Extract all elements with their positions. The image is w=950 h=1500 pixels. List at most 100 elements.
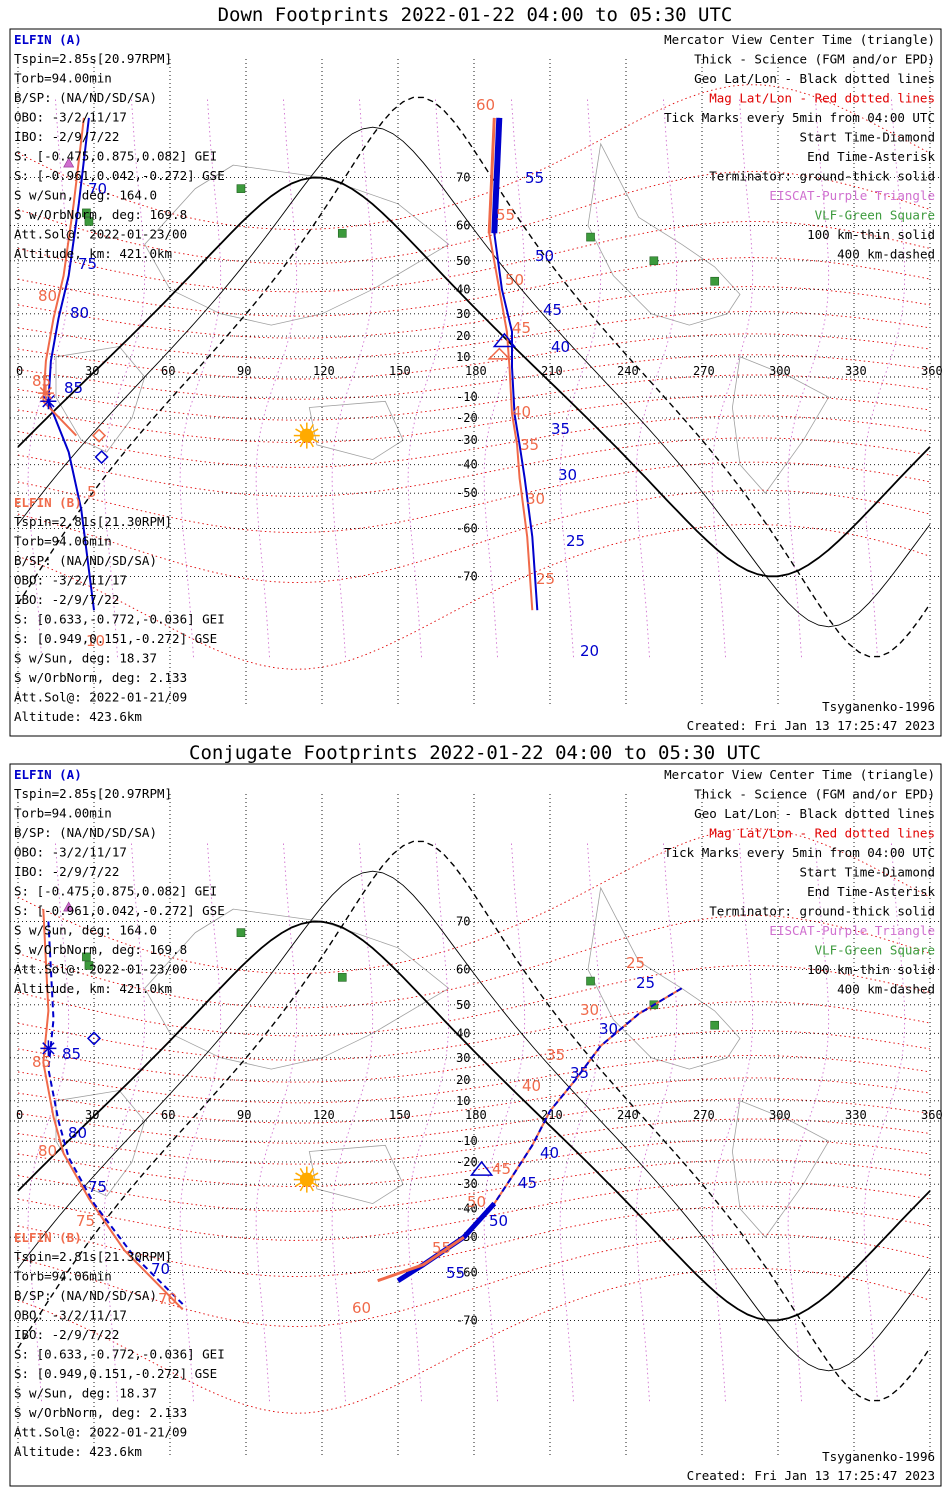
elfin-a-info-line: S: [-0.475,0.875,0.082] GEI	[14, 149, 217, 164]
elfin-b-tick-label: 75	[76, 1212, 95, 1230]
elfin-a-info-line: OBO: -3/2/11/17	[14, 110, 127, 125]
vlf-site-square	[236, 184, 246, 193]
elfin-b-tick-label: 50	[505, 271, 524, 289]
elfin-a-tick-label: 40	[551, 338, 570, 356]
elfin-a-track	[493, 117, 539, 611]
mag-lon-line	[711, 96, 754, 658]
elfin-a-tick-label: 85	[62, 1045, 81, 1063]
elfin-b-tick-label: 10	[86, 632, 105, 650]
elfin-a-tick-label: 35	[570, 1064, 589, 1082]
elfin-a-info-line: Altitude, km: 421.0km	[14, 981, 172, 996]
y-tick-label: -40	[456, 1202, 478, 1216]
legend-line: EISCAT-Purple Triangle	[769, 188, 935, 203]
legend-line: Mag Lat/Lon - Red dotted lines	[709, 91, 935, 106]
x-tick-label: 60	[161, 364, 175, 378]
legend-line: VLF-Green Square	[815, 208, 935, 223]
elfin-a-center-triangle	[469, 1160, 494, 1176]
elfin-a-track-west	[47, 921, 184, 1305]
mag-lon-line	[255, 840, 298, 1402]
elfin-a-info-line: S w/OrbNorm, deg: 169.8	[14, 207, 187, 222]
coastline	[587, 142, 741, 326]
x-tick-label: 360	[921, 364, 943, 378]
mag-lon-line	[711, 840, 754, 1402]
elfin-b-tick-label: 30	[526, 490, 545, 508]
elfin-b-info-line: S w/OrbNorm, deg: 2.133	[14, 1405, 187, 1420]
coastline	[731, 1100, 830, 1238]
x-tick-label: 150	[389, 364, 411, 378]
mag-lat-line	[17, 1118, 931, 1165]
mag-lon-line	[787, 840, 830, 1402]
x-tick-label: 270	[693, 1108, 715, 1122]
eiscat-triangle	[63, 157, 75, 168]
sun-disk	[299, 1172, 314, 1187]
coastline	[587, 886, 741, 1070]
y-tick-label: -10	[456, 1134, 478, 1148]
elfin-b-info-line: Torb=94.06min	[14, 1269, 112, 1284]
coastline	[308, 1144, 404, 1205]
terminator-400km	[17, 96, 931, 658]
mag-lon-line	[407, 840, 450, 1402]
elfin-a-end-asterisk	[40, 1040, 57, 1057]
mag-lat-line	[17, 1233, 931, 1327]
elfin-b-info-line: B/SP: (NA/ND/SD/SA)	[14, 553, 157, 568]
elfin-a-info-line: Altitude, km: 421.0km	[14, 246, 172, 261]
x-tick-label: 300	[769, 1108, 791, 1122]
elfin-b-info-line: OBO: -3/2/11/17	[14, 573, 127, 588]
mag-lon-line	[179, 840, 222, 1402]
elfin-b-track	[488, 117, 534, 611]
mag-lat-line	[17, 461, 931, 533]
mag-lat-line	[17, 257, 931, 317]
elfin-a-center-triangle	[492, 332, 517, 348]
y-tick-label: -70	[456, 1314, 478, 1328]
elfin-b-info-line: S w/OrbNorm, deg: 2.133	[14, 670, 187, 685]
elfin-b-end-asterisk	[37, 385, 54, 402]
x-tick-label: 120	[313, 1108, 335, 1122]
sun-icon	[293, 422, 320, 449]
elfin-b-tick-label: 85	[32, 372, 51, 390]
model-label: Tsyganenko-1996	[822, 1449, 935, 1464]
elfin-b-info-line: S w/Sun, deg: 18.37	[14, 651, 157, 666]
elfin-a-tick-label: 35	[551, 420, 570, 438]
asterisk-stroke	[42, 395, 55, 408]
elfin-a-tick-label: 30	[558, 466, 577, 484]
elfin-b-info-line: Att.Sol@: 2022-01-21/09	[14, 690, 187, 705]
y-tick-label: 30	[456, 307, 470, 321]
created-label: Created: Fri Jan 13 17:25:47 2023	[687, 1468, 935, 1483]
y-tick-label: 70	[456, 170, 470, 184]
created-label: Created: Fri Jan 13 17:25:47 2023	[687, 718, 935, 733]
legend-line: Tick Marks every 5min from 04:00 UTC	[664, 845, 935, 860]
legend-line: Tick Marks every 5min from 04:00 UTC	[664, 110, 935, 125]
x-tick-label: 330	[845, 364, 867, 378]
x-tick-label: 150	[389, 1108, 411, 1122]
y-tick-label: 60	[456, 963, 470, 977]
elfin-a-info-line: B/SP: (NA/ND/SD/SA)	[14, 825, 157, 840]
elfin-a-info-line: IBO: -2/9/7/22	[14, 129, 119, 144]
elfin-a-tick-label: 20	[580, 642, 599, 660]
y-tick-label: 70	[456, 914, 470, 928]
asterisk-stroke	[39, 386, 53, 400]
conjugate-footprints-map: 0 30 60 90 120 150 180 210 240 270 300 330 360706050…	[9, 763, 943, 1487]
coastline	[144, 908, 450, 1070]
elfin-b-info-line: Tspin=2.81s[21.30RPM]	[14, 1249, 172, 1264]
legend-line: End Time-Asterisk	[807, 149, 935, 164]
elfin-b-info-line: Altitude: 423.6km	[14, 709, 142, 724]
x-tick-label: 30	[85, 1108, 99, 1122]
conjugate-footprints-panel: Conjugate Footprints 2022-01-22 04:00 to…	[0, 738, 950, 1487]
down-footprints-map: 0 30 60 90 120 150 180 210 240 270 300 330 360 70 60 50…	[9, 28, 943, 737]
mag-lon-line	[483, 840, 526, 1402]
x-tick-label: 240	[617, 1108, 639, 1122]
mag-lon-line	[559, 840, 602, 1402]
elfin-b-tick-label: 5	[87, 483, 97, 501]
legend-line: Start Time-Diamond	[800, 865, 935, 880]
axis-tick-labels: 0 30 60 90 120 150 180 210 240 270 300 330 360706050…	[16, 914, 943, 1327]
legend-line: Geo Lat/Lon - Black dotted lines	[694, 806, 935, 821]
mag-lon-grid	[27, 840, 906, 1402]
elfin-a-info-line: Att.Sol@: 2022-01-23/00	[14, 962, 187, 977]
elfin-a-tick-label: 25	[566, 532, 585, 550]
elfin-a-label: ELFIN (A)	[14, 767, 82, 782]
mag-lat-line	[17, 1205, 931, 1277]
y-tick-label: -60	[456, 1265, 478, 1279]
elfin-b-tick-label: 55	[432, 1239, 451, 1257]
mag-lon-line	[103, 840, 146, 1402]
legend-line: Terminator: ground-thick solid	[709, 169, 935, 184]
